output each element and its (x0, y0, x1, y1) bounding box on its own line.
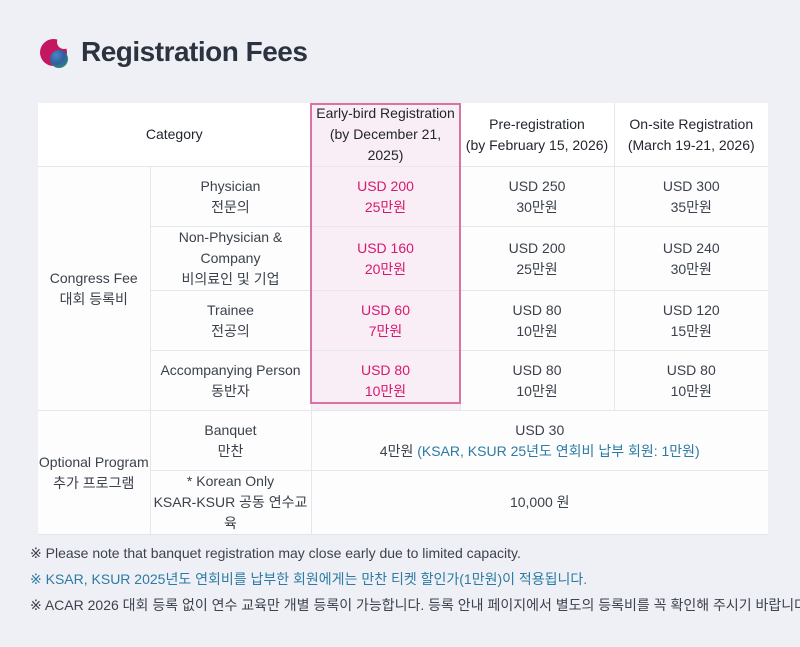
page-header: Registration Fees (40, 34, 308, 68)
group-cell-optional-program: Optional Program 추가 프로그램 (37, 410, 151, 535)
category-cell-training-course: * Korean Only KSAR-KSUR 공동 연수교육 (149, 470, 312, 535)
price-cell-pre: USD 250 30만원 (459, 166, 615, 227)
col-header-category: Category (37, 102, 312, 167)
price-cell-onsite: USD 300 35만원 (613, 166, 769, 227)
price-cell-onsite: USD 80 10만원 (613, 350, 769, 411)
table-row-training-course: * Korean Only KSAR-KSUR 공동 연수교육 10,000 원 (38, 470, 769, 535)
category-cell-non-physician: Non-Physician & Company 비의료인 및 기업 (149, 226, 312, 291)
price-cell-pre: USD 80 10만원 (459, 350, 615, 411)
registration-fee-table: Category Early-bird Registration (by Dec… (37, 102, 769, 535)
category-cell-physician: Physician 전문의 (149, 166, 312, 227)
note-banquet-capacity: ※ Please note that banquet registration … (30, 545, 521, 561)
society-logo-icon (40, 34, 71, 68)
category-cell-trainee: Trainee 전공의 (149, 290, 312, 351)
footnotes: ※ Please note that banquet registration … (30, 540, 800, 618)
note-training-registration: ※ ACAR 2026 대회 등록 없이 연수 교육만 개별 등록이 가능합니다… (30, 597, 800, 613)
table-row-non-physician: Non-Physician & Company 비의료인 및 기업 USD 16… (38, 226, 769, 291)
price-cell-pre: USD 200 25만원 (459, 226, 615, 291)
col-header-pre-registration: Pre-registration (by February 15, 2026) (459, 102, 615, 167)
price-cell-pre: USD 80 10만원 (459, 290, 615, 351)
price-cell-onsite: USD 120 15만원 (613, 290, 769, 351)
col-header-early-bird: Early-bird Registration (by December 21,… (310, 102, 461, 167)
price-cell-training-course: 10,000 원 (310, 470, 769, 535)
table-row-banquet: Optional Program 추가 프로그램 Banquet 만찬 USD … (37, 410, 769, 535)
price-cell-banquet: USD 30 4만원 (KSAR, KSUR 25년도 연회비 납부 회원: 1… (310, 410, 769, 471)
price-cell-early: USD 60 7만원 (310, 290, 461, 351)
table-row-accompanying-person: Accompanying Person 동반자 USD 80 10만원 USD … (38, 350, 769, 411)
category-cell-accompanying-person: Accompanying Person 동반자 (149, 350, 312, 411)
note-member-discount: ※ KSAR, KSUR 2025년도 연회비를 납부한 회원에게는 만찬 티켓… (30, 571, 588, 587)
price-cell-onsite: USD 240 30만원 (613, 226, 769, 291)
table-row-trainee: Trainee 전공의 USD 60 7만원 USD 80 10만원 USD 1… (38, 290, 769, 351)
group-cell-congress-fee: Congress Fee 대회 등록비 (37, 166, 151, 411)
page-title: Registration Fees (81, 36, 308, 67)
price-cell-early: USD 200 25만원 (310, 166, 461, 227)
banquet-discount-note: (KSAR, KSUR 25년도 연회비 납부 회원: 1만원) (417, 442, 700, 459)
price-cell-early: USD 80 10만원 (310, 350, 461, 411)
col-header-on-site: On-site Registration (March 19-21, 2026) (613, 102, 769, 167)
table-row-physician: Congress Fee 대회 등록비 Physician 전문의 USD 20… (37, 166, 769, 411)
price-cell-early: USD 160 20만원 (310, 226, 461, 291)
category-cell-banquet: Banquet 만찬 (149, 410, 312, 471)
